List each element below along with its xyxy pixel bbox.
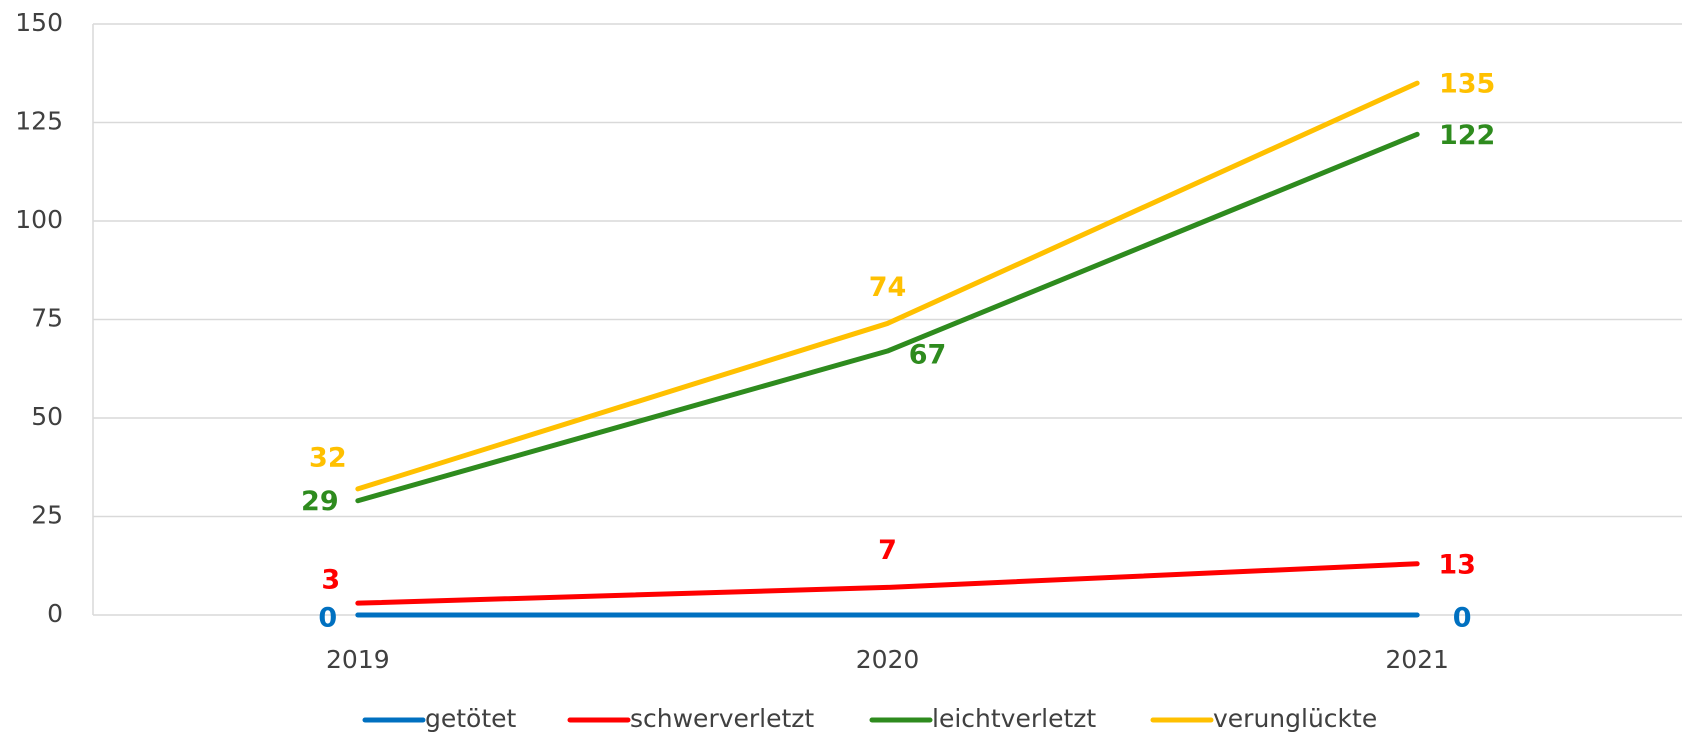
y-tick-label: 100 <box>15 205 63 234</box>
x-tick-label: 2019 <box>326 645 390 674</box>
data-label: 32 <box>309 442 347 473</box>
data-label: 3 <box>321 565 340 596</box>
y-tick-label: 150 <box>15 8 63 37</box>
legend-label: leichtverletzt <box>932 704 1096 733</box>
data-label: 29 <box>301 486 339 517</box>
data-label: 122 <box>1439 120 1495 151</box>
y-tick-label: 125 <box>15 107 63 136</box>
data-label: 0 <box>1453 603 1472 634</box>
data-label: 7 <box>878 535 897 566</box>
line <box>355 561 1420 606</box>
data-label: 67 <box>909 340 947 371</box>
legend-label: verunglückte <box>1213 704 1377 733</box>
legend-label: schwerverletzt <box>630 704 814 733</box>
data-label: 135 <box>1439 69 1495 100</box>
data-label: 13 <box>1438 549 1476 580</box>
y-tick-label: 25 <box>31 501 63 530</box>
x-tick-label: 2021 <box>1385 645 1449 674</box>
data-label: 0 <box>318 603 337 634</box>
data-label: 74 <box>869 272 907 303</box>
y-tick-label: 0 <box>47 599 63 628</box>
line <box>355 131 1420 504</box>
x-tick-label: 2020 <box>856 645 920 674</box>
legend-label: getötet <box>425 704 517 733</box>
y-tick-label: 75 <box>31 304 63 333</box>
line <box>355 80 1420 492</box>
y-tick-label: 50 <box>31 402 63 431</box>
